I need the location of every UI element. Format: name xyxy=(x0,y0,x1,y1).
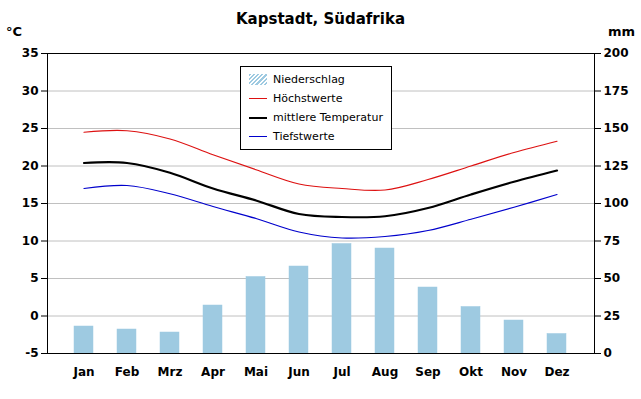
svg-text:10: 10 xyxy=(22,234,39,248)
svg-text:5: 5 xyxy=(30,271,38,285)
svg-text:175: 175 xyxy=(604,84,629,98)
html-text:mittlere Temperatur: mittlere Temperatur xyxy=(273,111,383,124)
svg-text:50: 50 xyxy=(604,271,621,285)
svg-text:30: 30 xyxy=(22,84,39,98)
svg-text:25: 25 xyxy=(604,309,621,323)
svg-text:25: 25 xyxy=(22,121,39,135)
svg-text:Jul: Jul xyxy=(332,365,350,379)
svg-text:Sep: Sep xyxy=(415,365,441,379)
svg-text:Dez: Dez xyxy=(544,365,569,379)
html-text:Tiefstwerte: Tiefstwerte xyxy=(273,130,335,143)
svg-text:Jun: Jun xyxy=(287,365,310,379)
svg-text:150: 150 xyxy=(604,121,629,135)
html-text:mm: mm xyxy=(607,24,635,39)
svg-text:200: 200 xyxy=(604,46,629,60)
html-text:°C: °C xyxy=(6,24,22,39)
html-text:Kapstadt, Südafrika: Kapstadt, Südafrika xyxy=(236,10,405,28)
svg-text:Okt: Okt xyxy=(459,365,483,379)
svg-text:100: 100 xyxy=(604,196,629,210)
svg-text:Nov: Nov xyxy=(501,365,527,379)
svg-text:75: 75 xyxy=(604,234,621,248)
svg-text:Feb: Feb xyxy=(115,365,140,379)
svg-text:Mai: Mai xyxy=(244,365,268,379)
svg-text:15: 15 xyxy=(22,196,39,210)
svg-text:-5: -5 xyxy=(25,346,38,360)
html-text:Höchstwerte: Höchstwerte xyxy=(273,92,343,105)
svg-text:35: 35 xyxy=(22,46,39,60)
svg-text:Apr: Apr xyxy=(201,365,225,379)
svg-text:0: 0 xyxy=(604,346,612,360)
html-text:Niederschlag: Niederschlag xyxy=(273,73,345,86)
svg-text:125: 125 xyxy=(604,159,629,173)
svg-text:Aug: Aug xyxy=(372,365,398,379)
svg-text:0: 0 xyxy=(30,309,38,323)
svg-text:20: 20 xyxy=(22,159,39,173)
svg-text:Mrz: Mrz xyxy=(158,365,183,379)
svg-text:Jan: Jan xyxy=(72,365,94,379)
